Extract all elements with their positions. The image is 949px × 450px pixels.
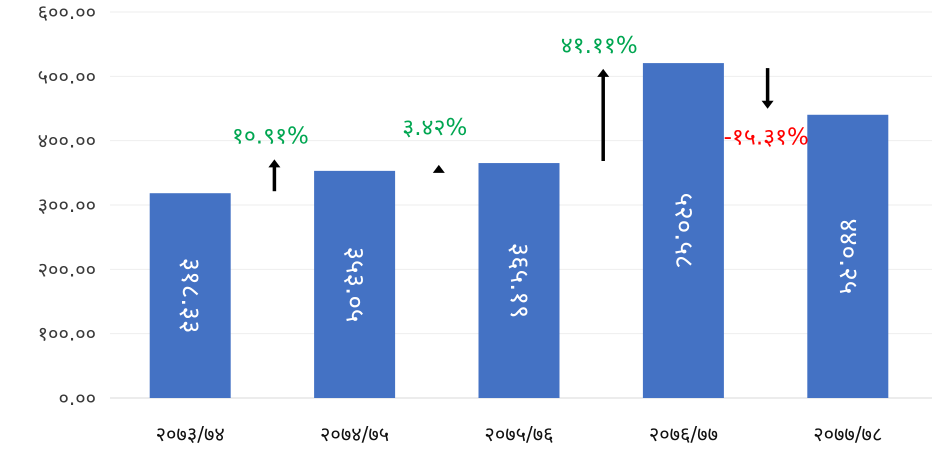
- bar-5: [807, 114, 889, 399]
- change-percent-label: १०.९१%: [232, 123, 309, 149]
- bar-2: [314, 170, 396, 398]
- x-category-label: २०७६/७७: [649, 422, 718, 446]
- change-arrow-head: [268, 159, 281, 168]
- y-tick-label: ६००.००: [38, 0, 96, 24]
- bar-data-label: ३५३.०५: [340, 246, 370, 322]
- change-arrow-head: [597, 68, 610, 77]
- change-percent-label: ३.४२%: [402, 115, 467, 141]
- bar-3: [478, 163, 560, 398]
- y-tick-label: २००.००: [38, 257, 96, 281]
- x-category-label: २०७३/७४: [156, 422, 225, 446]
- bar-1: [149, 193, 231, 398]
- bar-data-label: ४४०.२५: [833, 218, 863, 294]
- x-category-label: २०७४/७५: [320, 422, 389, 446]
- bar-data-label: ३१८.३३: [175, 258, 205, 334]
- change-percent-label: -१५.३१%: [724, 125, 809, 151]
- change-percent-label: ४१.११%: [561, 33, 638, 59]
- y-tick-label: ३००.००: [38, 193, 96, 217]
- change-arrow-head: [761, 100, 774, 109]
- y-tick-label: ०.००: [58, 386, 96, 410]
- x-category-label: २०७५/७६: [484, 422, 553, 446]
- change-arrow-head: [432, 164, 445, 173]
- y-tick-label: ५००.००: [38, 64, 96, 88]
- bar-4: [642, 63, 724, 398]
- x-category-label: २०७७/७८: [813, 422, 882, 446]
- y-tick-label: १००.००: [38, 322, 96, 346]
- bar-data-label: ५२०.५८: [668, 193, 698, 269]
- bar-data-label: ३६५.१९: [504, 243, 534, 319]
- y-tick-label: ४००.००: [38, 129, 96, 153]
